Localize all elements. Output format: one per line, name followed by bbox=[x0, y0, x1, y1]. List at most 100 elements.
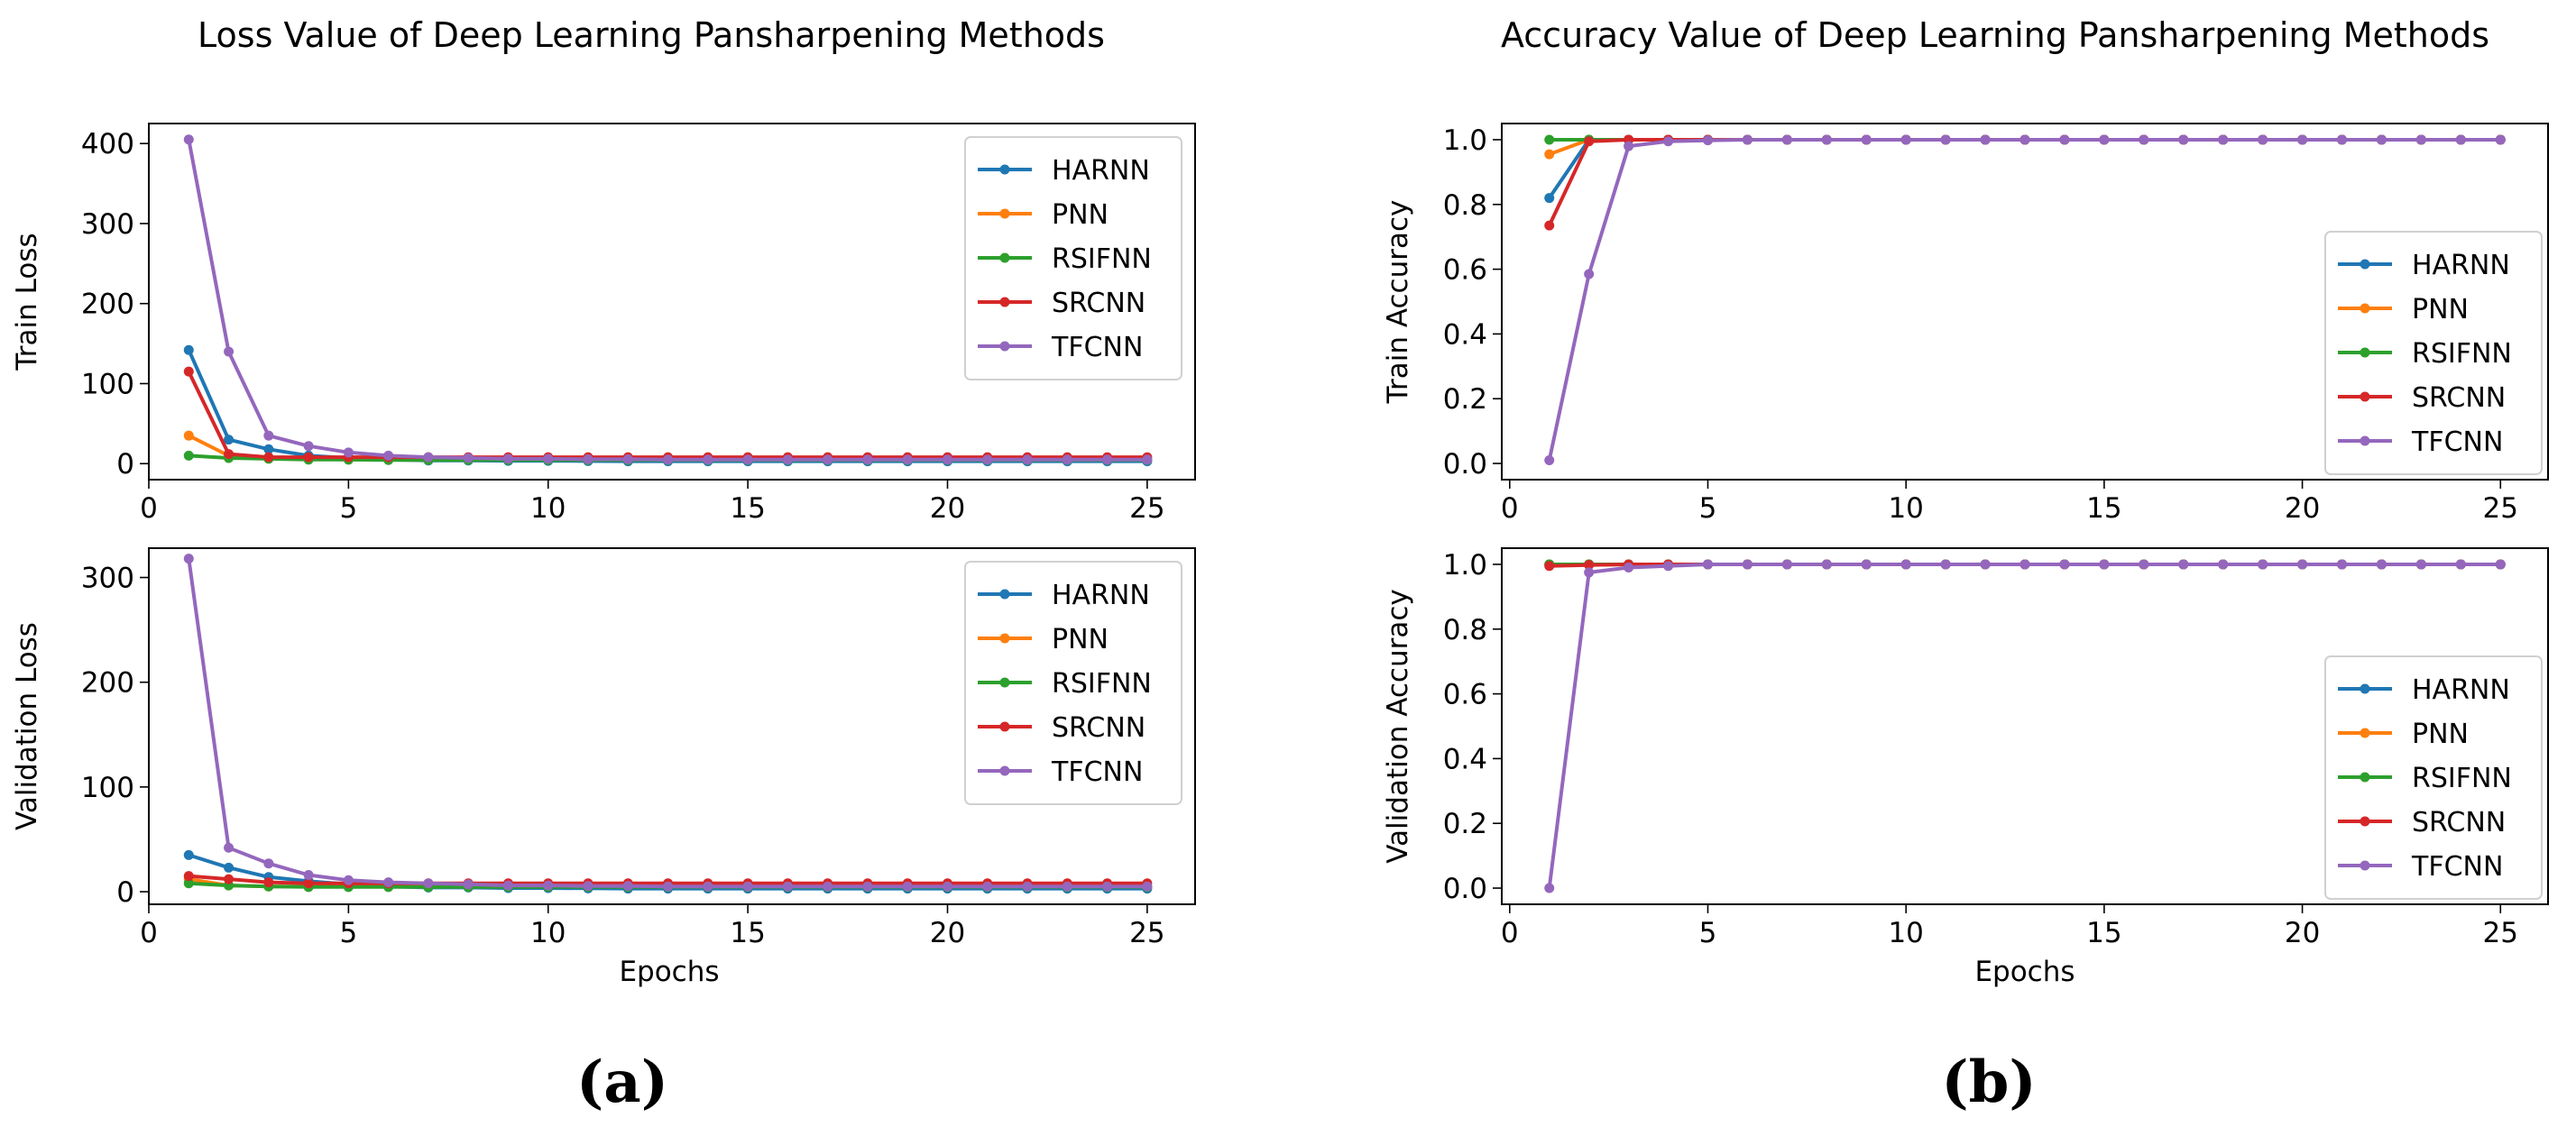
data-point-tfcnn bbox=[2376, 559, 2387, 570]
train-loss-plot: 0 5 10 15 20 25 0 100 200 300 400 Train Loss HARNN PN… bbox=[11, 123, 1196, 525]
x-tick-label: 15 bbox=[730, 492, 765, 525]
data-point-srcnn bbox=[183, 366, 194, 377]
data-point-tfcnn bbox=[1624, 563, 1634, 573]
data-point-tfcnn bbox=[224, 346, 235, 357]
legend-label-rsifnn: RSIFNN bbox=[1052, 243, 1152, 275]
loss-figure-title: Loss Value of Deep Learning Pansharpenin… bbox=[198, 15, 1105, 55]
y-tick-label: 0.8 bbox=[1443, 614, 1487, 646]
data-point-tfcnn bbox=[2337, 559, 2348, 570]
data-point-tfcnn bbox=[183, 134, 194, 145]
legend-marker-tfcnn bbox=[999, 341, 1010, 352]
data-point-harnn bbox=[183, 849, 194, 860]
y-axis-label: Train Accuracy bbox=[1382, 200, 1414, 405]
y-tick-label: 1.0 bbox=[1443, 549, 1487, 582]
y-tick-label: 200 bbox=[81, 289, 134, 321]
data-point-tfcnn bbox=[2059, 559, 2070, 570]
data-point-tfcnn bbox=[1980, 559, 1991, 570]
subfigure-label-a: (a) bbox=[576, 1049, 668, 1116]
x-tick-label: 0 bbox=[140, 917, 158, 949]
data-point-harnn bbox=[224, 862, 235, 873]
data-point-tfcnn bbox=[703, 454, 713, 465]
data-point-srcnn bbox=[1544, 561, 1555, 572]
data-point-tfcnn bbox=[703, 881, 713, 892]
y-tick-label: 0.2 bbox=[1443, 383, 1487, 416]
data-point-harnn bbox=[183, 344, 194, 355]
legend-marker-pnn bbox=[2360, 303, 2370, 314]
legend-marker-rsifnn bbox=[2360, 772, 2370, 783]
data-point-tfcnn bbox=[2099, 559, 2110, 570]
legend-label-tfcnn: TFCNN bbox=[1051, 332, 1143, 363]
data-point-tfcnn bbox=[343, 447, 354, 458]
legend-label-srcnn: SRCNN bbox=[2412, 382, 2506, 414]
data-point-tfcnn bbox=[2258, 134, 2268, 145]
data-point-tfcnn bbox=[1544, 883, 1555, 893]
data-point-srcnn bbox=[183, 871, 194, 882]
data-point-tfcnn bbox=[2415, 559, 2426, 570]
data-point-tfcnn bbox=[2297, 559, 2308, 570]
subfigure-label-b: (b) bbox=[1941, 1049, 2036, 1116]
legend-box bbox=[2324, 655, 2543, 900]
legend-label-harnn: HARNN bbox=[1052, 155, 1150, 187]
data-point-tfcnn bbox=[303, 441, 314, 452]
legend-marker-srcnn bbox=[999, 721, 1010, 732]
x-tick-label: 25 bbox=[2483, 917, 2518, 949]
data-point-tfcnn bbox=[1142, 454, 1153, 465]
data-point-tfcnn bbox=[2139, 559, 2149, 570]
data-point-tfcnn bbox=[1663, 561, 1674, 572]
data-point-tfcnn bbox=[862, 881, 873, 892]
data-point-tfcnn bbox=[383, 450, 394, 461]
y-tick-label: 400 bbox=[81, 128, 134, 160]
data-point-tfcnn bbox=[263, 858, 274, 869]
legend-label-rsifnn: RSIFNN bbox=[2412, 763, 2512, 794]
axes-frame bbox=[148, 123, 1196, 481]
data-point-tfcnn bbox=[823, 454, 833, 465]
data-point-tfcnn bbox=[1142, 881, 1153, 892]
data-point-tfcnn bbox=[782, 881, 793, 892]
data-point-tfcnn bbox=[1702, 135, 1713, 146]
data-point-tfcnn bbox=[1102, 881, 1113, 892]
data-point-tfcnn bbox=[622, 453, 633, 464]
legend-marker-tfcnn bbox=[999, 765, 1010, 776]
y-axis-label: Train Loss bbox=[11, 233, 43, 371]
data-point-tfcnn bbox=[2059, 134, 2070, 145]
y-tick-label: 100 bbox=[81, 772, 134, 804]
data-point-tfcnn bbox=[1544, 454, 1555, 465]
data-point-tfcnn bbox=[1900, 559, 1911, 570]
data-point-tfcnn bbox=[1781, 559, 1792, 570]
legend-marker-srcnn bbox=[999, 297, 1010, 307]
legend-marker-srcnn bbox=[2360, 391, 2370, 402]
data-point-tfcnn bbox=[2495, 134, 2506, 145]
legend-label-harnn: HARNN bbox=[1052, 580, 1150, 611]
legend-marker-harnn bbox=[2360, 683, 2370, 694]
data-point-tfcnn bbox=[583, 453, 593, 464]
legend-label-tfcnn: TFCNN bbox=[2411, 851, 2503, 883]
data-point-tfcnn bbox=[2455, 559, 2466, 570]
data-point-tfcnn bbox=[2218, 559, 2229, 570]
legend-label-pnn: PNN bbox=[2412, 719, 2469, 750]
data-point-tfcnn bbox=[663, 454, 674, 465]
data-point-tfcnn bbox=[2376, 134, 2387, 145]
axes-frame bbox=[148, 547, 1196, 905]
data-point-srcnn bbox=[224, 449, 235, 460]
x-tick-label: 10 bbox=[1888, 492, 1923, 525]
data-point-tfcnn bbox=[2258, 559, 2268, 570]
x-tick-label: 0 bbox=[1501, 492, 1519, 525]
legend-marker-pnn bbox=[999, 208, 1010, 219]
legend-label-pnn: PNN bbox=[1052, 624, 1109, 655]
legend-marker-harnn bbox=[999, 589, 1010, 600]
x-axis-label: Epochs bbox=[619, 956, 719, 988]
data-point-tfcnn bbox=[1624, 141, 1634, 151]
x-axis-label: Epochs bbox=[1974, 956, 2075, 988]
data-point-srcnn bbox=[263, 877, 274, 888]
axes-frame bbox=[1501, 547, 2549, 905]
data-point-tfcnn bbox=[782, 454, 793, 465]
x-tick-label: 5 bbox=[340, 492, 358, 525]
y-tick-label: 0.4 bbox=[1443, 318, 1487, 351]
data-point-tfcnn bbox=[463, 453, 474, 463]
x-tick-label: 10 bbox=[530, 492, 566, 525]
data-point-tfcnn bbox=[663, 881, 674, 892]
data-point-tfcnn bbox=[1821, 559, 1832, 570]
x-tick-label: 25 bbox=[1129, 917, 1164, 949]
data-point-tfcnn bbox=[2218, 134, 2229, 145]
